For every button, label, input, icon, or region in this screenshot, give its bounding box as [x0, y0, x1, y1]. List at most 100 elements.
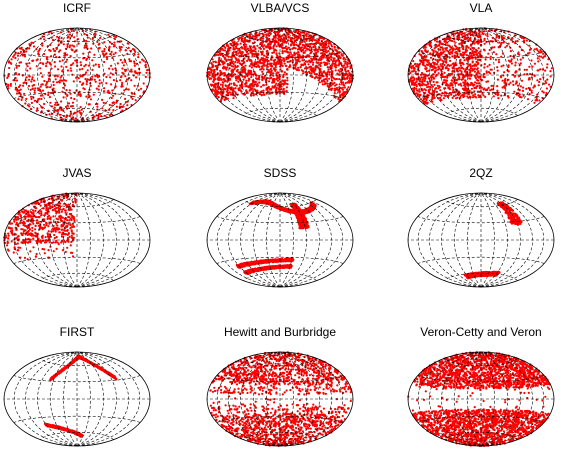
sky-point: [72, 232, 75, 235]
sky-point: [56, 35, 59, 38]
sky-point: [507, 42, 510, 45]
sky-point: [53, 75, 56, 78]
sky-point: [114, 85, 117, 88]
sky-point: [68, 46, 71, 49]
sky-point: [492, 95, 495, 98]
sky-point: [265, 34, 268, 37]
sky-point: [285, 41, 288, 44]
sky-point: [464, 48, 468, 51]
sky-point: [483, 37, 486, 40]
sky-point: [109, 72, 112, 75]
sky-point: [301, 43, 304, 47]
sky-point: [91, 59, 94, 62]
sky-point: [334, 66, 337, 69]
sky-point: [477, 39, 480, 42]
sky-points: [407, 27, 553, 105]
sky-point: [124, 60, 127, 64]
sky-point: [446, 49, 449, 52]
sky-point: [31, 220, 34, 223]
sky-point: [20, 47, 23, 50]
sky-point: [318, 37, 321, 40]
sky-point: [36, 87, 40, 90]
sky-point: [428, 92, 431, 95]
sky-point: [45, 80, 49, 84]
sky-point: [457, 75, 460, 78]
sky-point: [443, 63, 446, 67]
sky-point: [241, 75, 244, 78]
sky-point: [478, 72, 481, 75]
sky-point: [487, 71, 490, 74]
sky-point: [223, 56, 226, 59]
sky-point: [43, 248, 46, 251]
sky-point: [102, 101, 105, 104]
sky-point: [6, 85, 10, 88]
sky-point: [38, 212, 41, 215]
sky-points: [206, 27, 354, 103]
sky-point: [105, 75, 108, 79]
sky-point: [92, 64, 95, 67]
sky-point: [105, 56, 109, 59]
sky-point: [282, 46, 285, 50]
sky-point: [548, 83, 551, 86]
sky-point: [447, 37, 450, 40]
sky-point: [326, 55, 329, 59]
sky-point: [269, 67, 272, 71]
sky-point: [319, 76, 322, 79]
sky-point: [459, 58, 462, 61]
sky-point: [344, 62, 347, 65]
sky-point: [263, 44, 266, 47]
sky-point: [334, 78, 337, 81]
sky-point: [451, 84, 454, 87]
sky-point: [47, 225, 50, 228]
sky-point: [72, 112, 75, 115]
sky-point: [78, 109, 81, 112]
sky-point: [121, 109, 124, 112]
sky-point: [131, 48, 135, 51]
sky-point: [234, 87, 237, 90]
sky-point: [305, 71, 309, 74]
sky-point: [293, 46, 296, 50]
sky-point: [412, 66, 416, 69]
sky-point: [240, 90, 243, 93]
sky-point: [225, 68, 228, 71]
sky-point: [217, 78, 220, 81]
sky-point: [23, 211, 26, 214]
sky-point: [112, 101, 116, 104]
sky-point: [472, 40, 476, 43]
sky-point: [459, 64, 463, 67]
sky-point: [513, 75, 516, 78]
sky-point: [39, 72, 43, 75]
sky-point: [538, 55, 541, 58]
sky-point: [271, 79, 274, 82]
sky-point: [22, 84, 25, 87]
sky-point: [60, 41, 63, 44]
sky-point: [137, 89, 140, 92]
sky-point: [467, 96, 470, 99]
sky-point: [312, 70, 315, 73]
sky-point: [27, 213, 30, 216]
sky-point: [79, 93, 82, 96]
sky-point: [259, 43, 262, 46]
sky-point: [451, 96, 454, 99]
sky-point: [267, 85, 270, 88]
sky-point: [288, 64, 292, 67]
sky-point: [65, 222, 68, 225]
sky-point: [298, 48, 301, 51]
sky-point: [142, 59, 145, 62]
sky-point: [230, 82, 233, 85]
sky-point: [18, 64, 21, 67]
sky-point: [315, 41, 319, 45]
sky-point: [230, 69, 233, 72]
sky-point: [131, 92, 134, 95]
sky-point: [70, 63, 73, 66]
sky-point: [480, 64, 483, 67]
sky-point: [549, 75, 552, 78]
sky-point: [311, 63, 315, 66]
sky-point: [275, 88, 278, 91]
sky-point: [98, 82, 101, 85]
sky-point: [546, 78, 549, 81]
sky-point: [32, 83, 36, 87]
sky-point: [429, 88, 432, 91]
sky-point: [510, 58, 513, 61]
sky-point: [45, 224, 48, 227]
